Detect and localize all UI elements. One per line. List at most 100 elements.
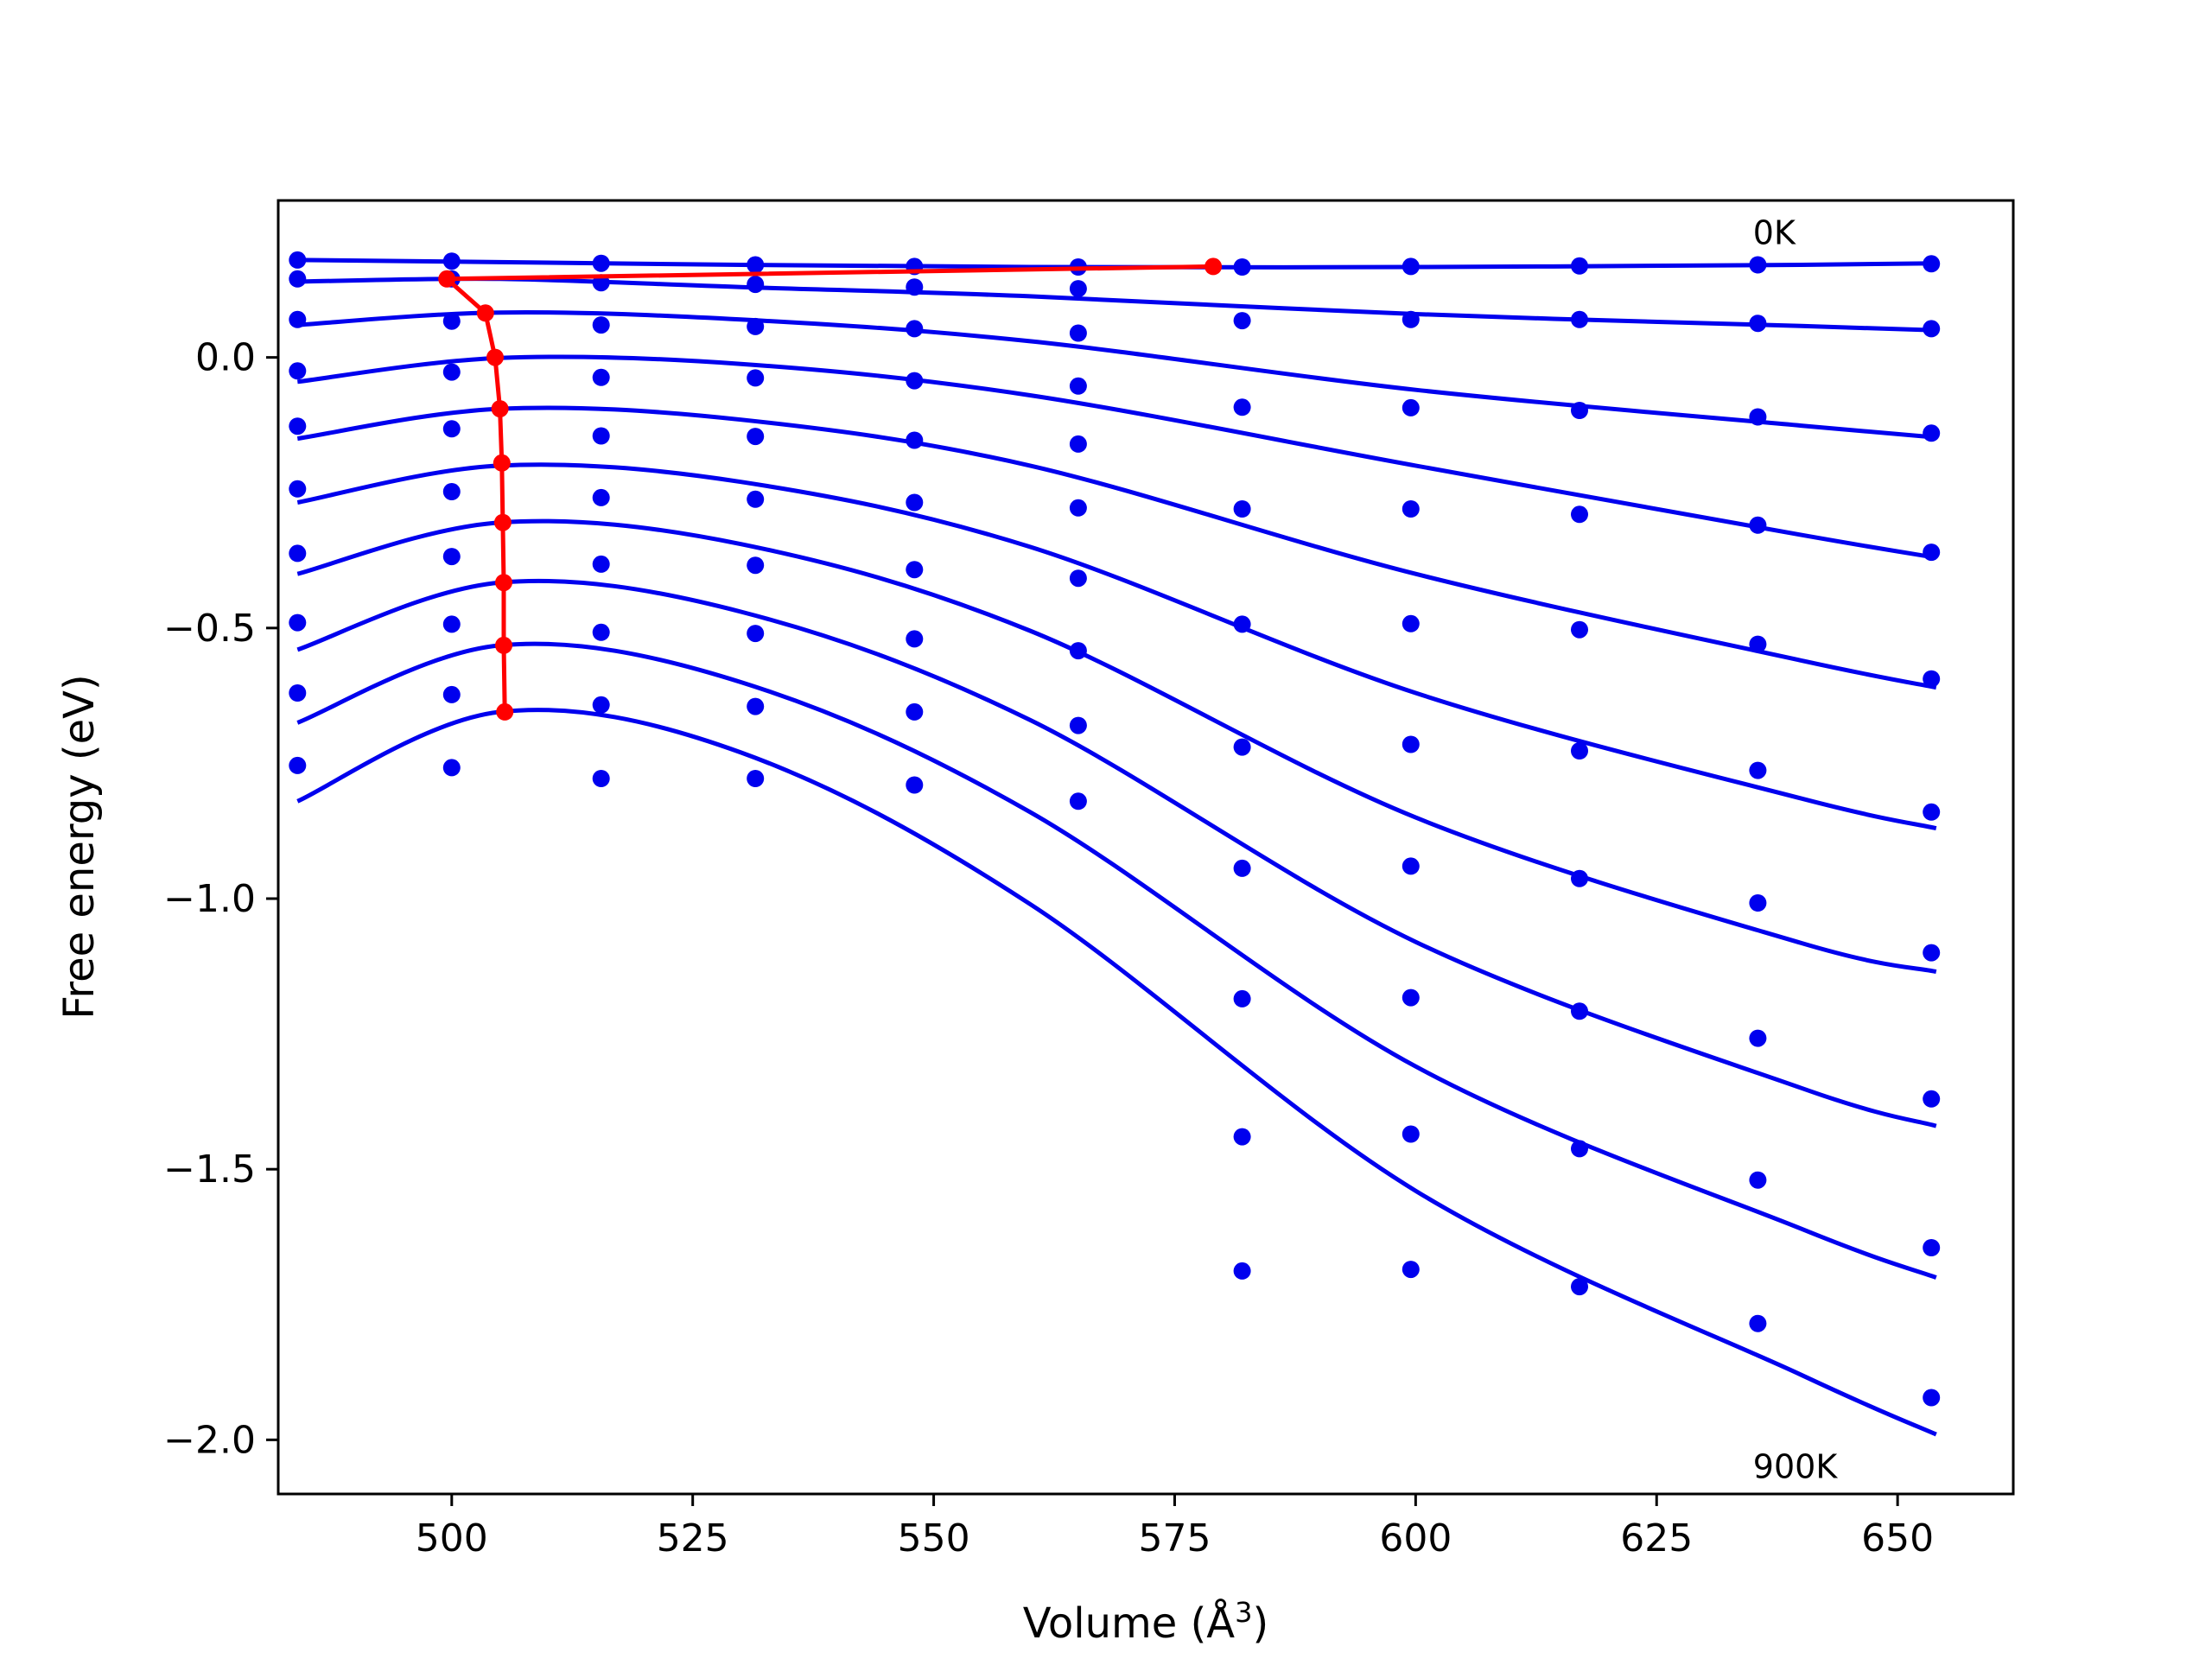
data-point [1571,257,1588,275]
minima-point [495,574,512,592]
x-tick-label: 600 [1379,1516,1452,1560]
data-point [1571,402,1588,419]
y-tick-label: −1.0 [163,877,256,921]
data-point [747,697,765,715]
data-point [1402,500,1420,518]
data-point [1233,398,1251,416]
data-point [592,696,610,714]
data-point [289,270,307,288]
data-point [906,561,924,579]
data-point [1749,315,1767,333]
data-point [1402,257,1420,276]
fit-curve-8 [296,641,1937,1280]
data-point [1749,408,1767,426]
data-point [592,623,610,641]
data-point [592,427,610,445]
data-point [747,317,765,335]
data-point [747,490,765,508]
data-point [289,310,307,328]
data-point [1923,1389,1941,1407]
data-point [1749,256,1767,274]
data-point [1923,424,1941,442]
data-point [289,251,307,269]
y-tick-label: −0.5 [163,607,256,651]
minima-point [495,636,512,654]
data-point [1233,312,1251,330]
x-tick-label: 625 [1620,1516,1693,1560]
data-point [592,555,610,573]
data-point [1749,516,1767,534]
y-tick-label: −1.5 [163,1147,256,1192]
fit-curve-5 [296,462,1937,831]
data-point [1402,398,1420,416]
data-point [289,417,307,435]
data-point [1069,569,1087,588]
data-point [1069,792,1087,810]
data-point [1402,1125,1420,1143]
data-point [442,548,461,566]
y-axis-ticks: 0.0 −0.5 −1.0 −1.5 −2.0 [163,336,278,1462]
data-point [1069,435,1087,453]
data-point [1402,857,1420,875]
data-point [1749,1029,1767,1047]
plot-frame [276,199,2015,1496]
data-point [1749,761,1767,779]
data-points [289,251,1941,1407]
data-point [1749,635,1767,653]
data-point [1571,1002,1588,1020]
data-point [1923,543,1941,562]
data-point [592,488,610,506]
x-axis-ticks: 500 525 550 575 600 625 650 [416,1494,1934,1560]
data-point [1571,869,1588,887]
data-point [1923,803,1941,821]
data-point [1923,320,1941,338]
data-point [1571,1278,1588,1296]
data-point [442,483,461,500]
data-point [592,254,610,272]
data-point [1069,377,1087,395]
data-point [1923,670,1941,688]
x-axis-label: Volume (Å3) [1023,1596,1268,1648]
minima-point [496,702,514,721]
data-point [1069,642,1087,660]
minima-point [493,513,512,531]
data-point [1069,324,1087,342]
annotation-label: 900K [1753,1448,1839,1486]
data-point [747,256,765,274]
data-point [442,363,461,381]
y-tick-label: 0.0 [195,336,256,380]
data-point [1402,614,1420,632]
data-point [442,759,461,777]
minima-point [438,270,456,288]
data-point [1069,716,1087,734]
data-point [1571,310,1588,328]
data-point [1402,735,1420,753]
data-point [1233,738,1251,756]
minima-path [438,257,1223,721]
data-point [1233,615,1251,633]
data-point [1749,1171,1767,1189]
data-point [1233,500,1251,518]
data-point [592,316,610,334]
y-tick-label: −2.0 [163,1418,256,1462]
data-point [747,428,765,446]
data-point [1749,1314,1767,1332]
data-point [906,320,924,338]
data-point [1402,1261,1420,1279]
x-tick-label: 550 [898,1516,970,1560]
minima-line [444,264,1214,712]
data-point [1571,1140,1588,1158]
fit-curve-4 [296,405,1937,690]
data-point [442,252,461,270]
data-point [906,372,924,390]
data-point [906,431,924,449]
fit-curve-7 [296,578,1937,1128]
data-point [1402,988,1420,1007]
data-point [442,312,461,330]
fit-curve-9 [296,708,1937,1437]
data-point [289,613,307,632]
data-point [289,544,307,563]
fit-curve-3 [297,354,1937,560]
minima-point [476,304,494,322]
